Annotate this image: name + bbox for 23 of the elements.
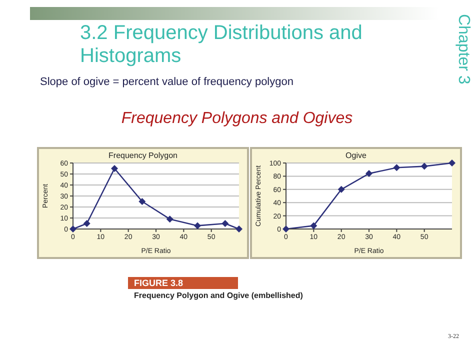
text: Frequency Polygon and Ogive (embellished) [134, 291, 303, 300]
point [70, 226, 76, 232]
point [194, 222, 201, 230]
point [222, 220, 229, 227]
point [448, 160, 456, 166]
point [338, 186, 345, 193]
text: Chapter 3 [454, 14, 472, 86]
point [166, 216, 174, 223]
point [310, 222, 318, 230]
point [393, 164, 400, 172]
point [366, 170, 372, 178]
text: Frequency Polygons and Ogives [120, 110, 354, 128]
point [420, 162, 428, 170]
chart-title: Ogive [344, 151, 368, 160]
chart-title: Frequency Polygon [108, 151, 178, 160]
point [282, 226, 290, 232]
point [236, 226, 242, 232]
point [83, 220, 90, 227]
point [111, 165, 118, 172]
text: 3.2 Frequency Distributions and Histograms [80, 22, 364, 68]
text: Slope of ogive = percent value of frequency polygon [40, 76, 294, 88]
caption: FIGURE 3.8 [128, 277, 238, 289]
point [138, 198, 146, 205]
